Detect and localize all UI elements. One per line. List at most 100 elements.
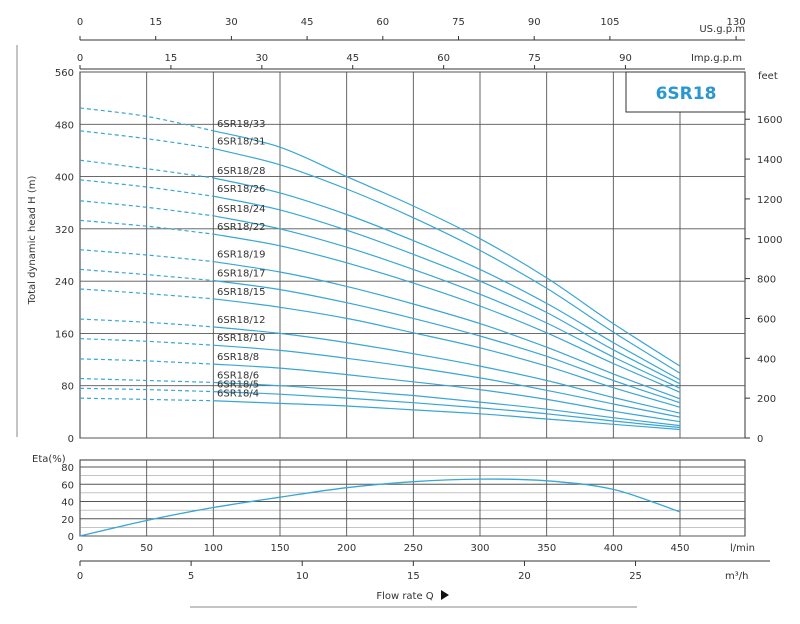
curve-6SR18/22 [213,233,681,393]
head-y-tick-label: 80 [61,382,74,393]
eta-y-tick-label: 0 [68,532,74,543]
bottom-flow-axes: 0 50 100 150 200 250 300 350 400 450 0 5 10 15 20 25 [77,543,770,582]
series-label: 6SR18/19 [217,250,265,261]
lmin-unit-label: l/min [730,543,755,554]
lmin-tick-label: 400 [604,543,623,554]
curve-6SR18/31 [213,147,681,374]
feet-tick-label: 0 [757,434,763,445]
top-axis-tick-label: 60 [376,17,389,28]
m3h-unit-label: m³/h [725,571,748,582]
lmin-tick-label: 350 [537,543,556,554]
feet-tick-label: 600 [757,314,776,325]
flow-rate-label: Flow rate Q [376,591,433,602]
lmin-tick-label: 450 [670,543,689,554]
top-axis-tick-label: 0 [77,17,83,28]
eta-plot-frame [79,459,746,537]
curve-6SR18/24 [213,215,681,389]
lmin-tick-label: 50 [140,543,153,554]
series-label: 6SR18/6 [217,370,259,381]
head-y-ticks: 0 80 160 240 320 400 480 560 0 200 400 600 800 1000 12… [55,68,783,445]
curve-dashed-6SR18/10 [79,338,214,346]
top-axis-tick-label: 45 [346,53,359,64]
feet-tick-label: 1000 [757,235,782,246]
head-y-tick-label: 0 [68,434,74,445]
head-plot-frame [79,71,746,439]
feet-tick-label: 200 [757,394,776,405]
curve-6SR18/33 [213,130,681,367]
lmin-tick-label: 250 [404,543,423,554]
head-curves [79,107,681,431]
top-axis-tick-label: 15 [165,53,178,64]
series-label: 6SR18/12 [217,315,265,326]
series-label: 6SR18/17 [217,268,265,279]
curve-6SR18/26 [213,195,681,385]
series-label: 6SR18/33 [217,119,265,130]
eta-y-tick-label: 20 [61,515,74,526]
m3h-tick-label: 15 [407,571,420,582]
curve-dashed-6SR18/19 [79,249,214,263]
curve-dashed-6SR18/15 [79,288,214,300]
curve-6SR18/12 [213,326,681,414]
top-axis-tick-label: 0 [77,53,83,64]
curve-6SR18/5 [213,390,681,429]
m3h-tick-label: 20 [518,571,531,582]
top-axis-tick-label: 75 [452,17,465,28]
eta-y-tick-label: 60 [61,480,74,491]
head-y-tick-label: 160 [55,329,74,340]
top-axis-tick-label: 75 [528,53,541,64]
model-badge: 6SR18 [656,84,717,104]
top-axis-tick-label: 105 [600,17,619,28]
eta-curve-group [79,478,681,537]
m3h-tick-label: 5 [188,571,194,582]
series-label: 6SR18/4 [217,389,259,400]
curve-dashed-6SR18/12 [79,318,214,328]
series-label: 6SR18/28 [217,166,265,177]
series-label: 6SR18/24 [217,204,265,215]
curve-dashed-6SR18/31 [79,130,214,150]
model-badge-box [625,71,746,113]
lmin-tick-label: 300 [470,543,489,554]
head-y-tick-label: 320 [55,225,74,236]
eta-axis-label: Eta(%) [32,454,66,465]
curve-dashed-6SR18/33 [79,107,214,132]
series-label: 6SR18/8 [217,352,259,363]
lmin-tick-label: 200 [337,543,356,554]
m3h-tick-label: 25 [629,571,642,582]
curve-dashed-6SR18/26 [79,179,214,197]
top-axis-tick-label: 130 [727,17,746,28]
curve-6SR18/15 [213,298,681,408]
curve-dashed-6SR18/5 [79,387,214,393]
feet-tick-label: 400 [757,354,776,365]
curve-6SR18/6 [213,381,681,427]
curve-dashed-6SR18/28 [79,159,214,179]
feet-tick-label: 1400 [757,155,782,166]
top-axis-tick-label: 30 [255,53,268,64]
curve-dashed-6SR18/24 [79,200,214,217]
lmin-tick-label: 150 [270,543,289,554]
top-flow-axes: 0 15 30 45 60 75 90 105 130 0 15 30 45 60 75 90 [77,17,746,70]
curve-dashed-6SR18/17 [79,268,214,282]
feet-tick-label: 1200 [757,195,782,206]
lmin-tick-label: 100 [204,543,223,554]
series-label: 6SR18/10 [217,333,265,344]
eta-y-tick-label: 80 [61,463,74,474]
m3h-tick-label: 0 [77,571,83,582]
curve-dashed-6SR18/6 [79,377,214,383]
top-axis-tick-label: 90 [619,53,632,64]
head-y-tick-label: 560 [55,68,74,79]
curve-6SR18/28 [213,177,681,381]
series-label: 6SR18/26 [217,184,265,195]
feet-tick-label: 1600 [757,115,782,126]
series-label: 6SR18/5 [217,380,259,391]
curve-6SR18/17 [213,279,681,404]
curve-6SR18/19 [213,260,681,400]
top-axis-tick-label: 15 [149,17,162,28]
eta-curve [79,478,681,537]
top-axis-tick-label: 45 [301,17,314,28]
curve-dashed-6SR18/22 [79,219,214,235]
feet-unit-label: feet [758,71,778,82]
head-chart-grid [79,71,746,439]
eta-y-tick-label: 40 [61,498,74,509]
flow-arrow-icon [441,590,449,600]
